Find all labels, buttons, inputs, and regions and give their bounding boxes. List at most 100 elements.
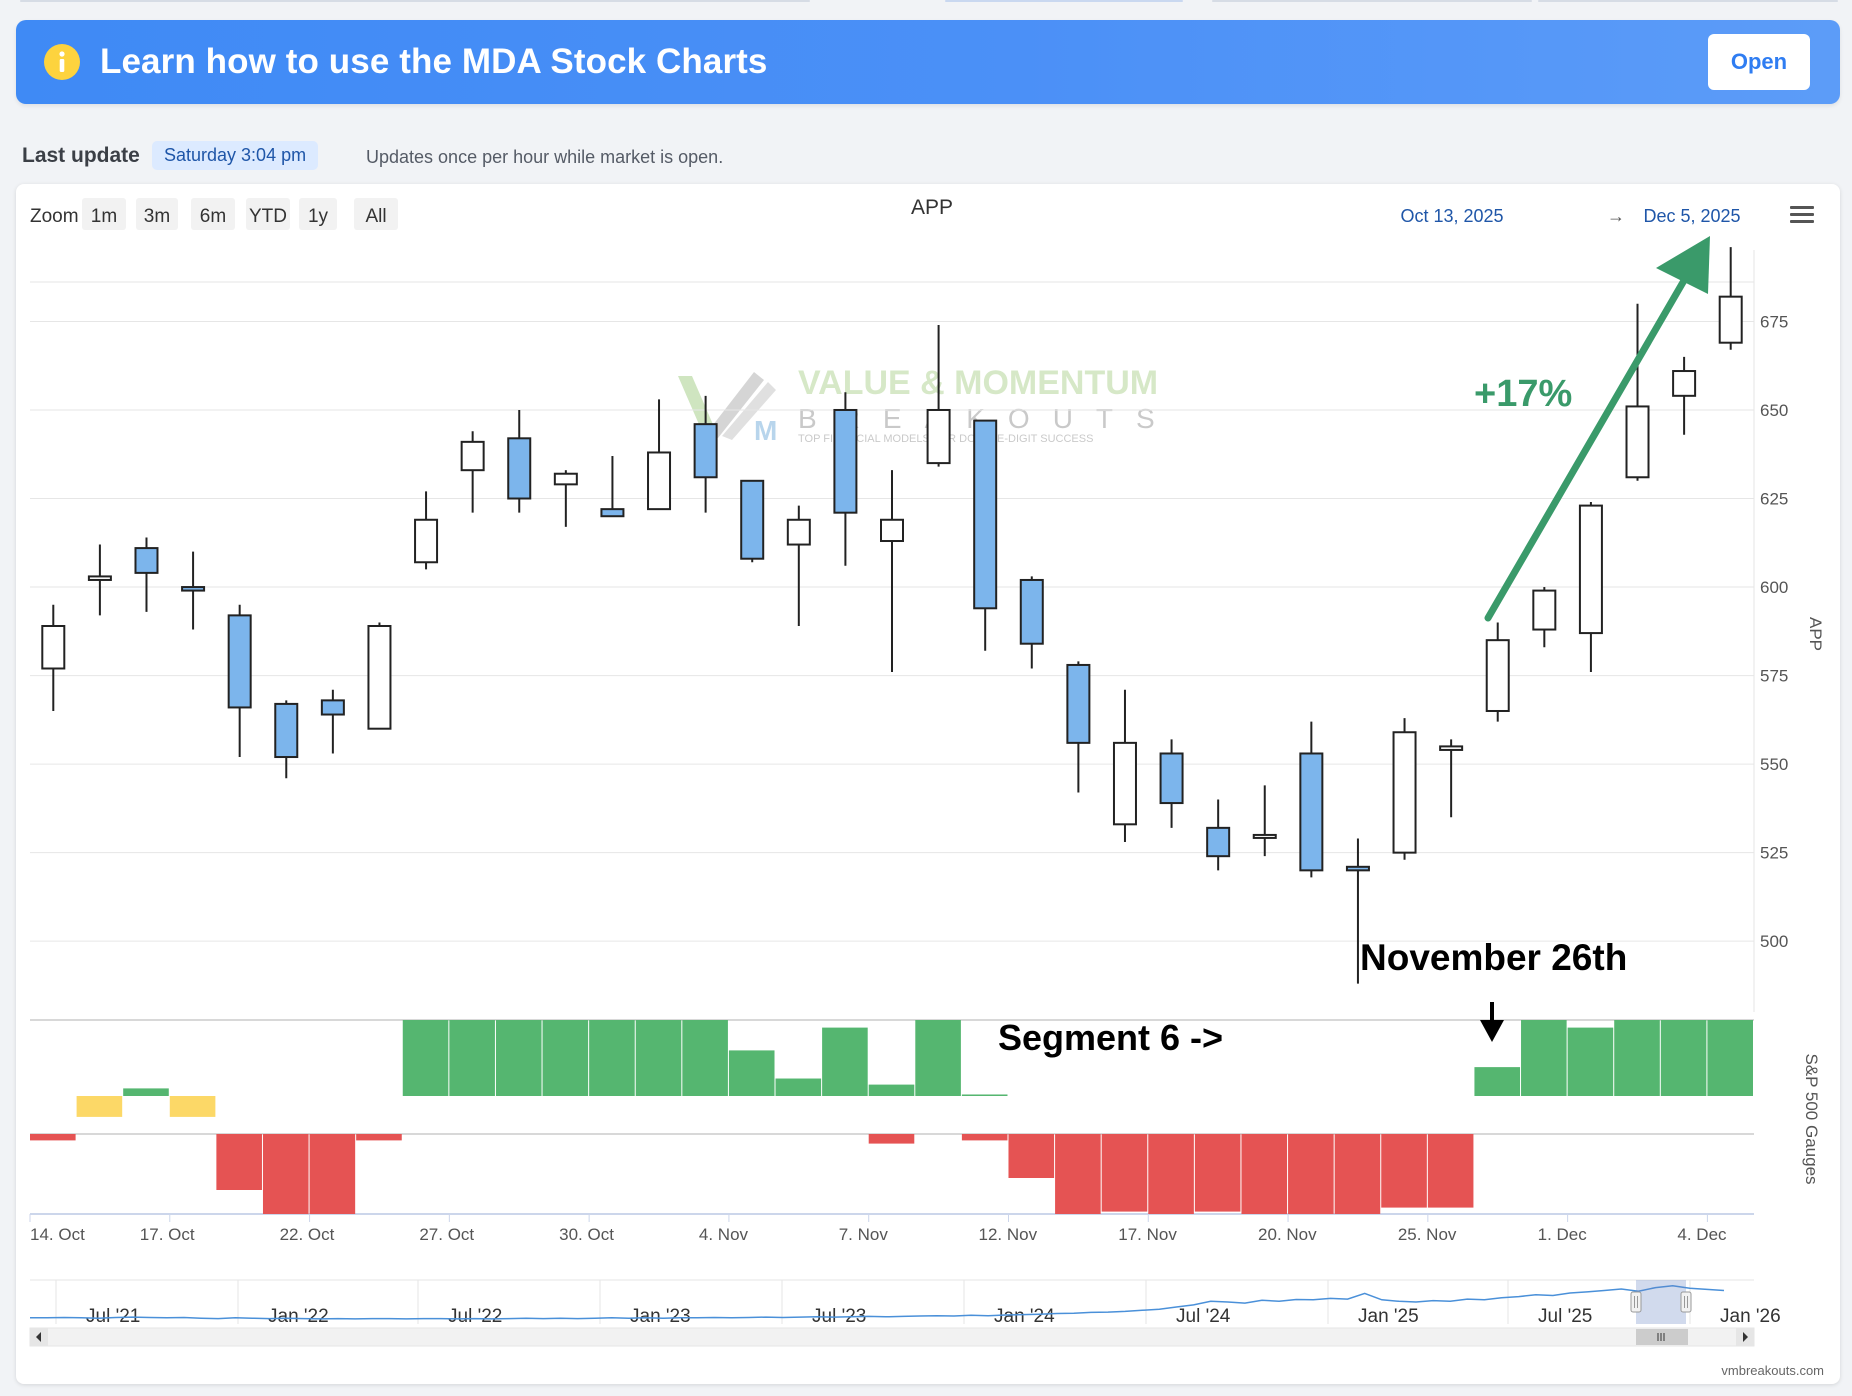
candle-body (1206, 826, 1231, 858)
gauge-bar (262, 1134, 309, 1214)
gauge-bar (1707, 1020, 1753, 1096)
candle (693, 395, 718, 513)
zoom-button-1y[interactable]: 1y (299, 198, 337, 230)
gauge-bar (30, 1134, 76, 1141)
candle (1485, 622, 1510, 722)
candle (926, 324, 951, 467)
navigator-selection[interactable] (1636, 1280, 1686, 1324)
zoom-button-all[interactable]: All (354, 198, 398, 230)
gauge-bar (682, 1020, 728, 1096)
candle-body (1066, 663, 1091, 744)
candle (181, 551, 206, 630)
date-tick-label: 22. Oct (280, 1225, 335, 1244)
top-strip (0, 0, 1852, 4)
candle (786, 505, 811, 626)
price-axis: 500 525 550 575 600 625 650 675 (1760, 312, 1788, 951)
zoom-button-1m[interactable]: 1m (82, 198, 126, 230)
gauge-bar (216, 1134, 262, 1190)
zoom-button-6m[interactable]: 6m (191, 198, 235, 230)
candle-body (600, 508, 625, 518)
date-tick-label: 25. Nov (1398, 1225, 1457, 1244)
price-tick-label: 675 (1760, 312, 1788, 331)
date-tick-label: 4. Dec (1677, 1225, 1727, 1244)
segment-annotation: Segment 6 -> (998, 1017, 1223, 1058)
gauge-bar (1614, 1020, 1660, 1096)
zoom-button-3m[interactable]: 3m (136, 198, 178, 230)
navigator-scrollbar[interactable] (29, 1327, 1755, 1347)
candle-body (507, 437, 532, 500)
candle (740, 479, 765, 563)
gauge-bar (1288, 1134, 1334, 1214)
candle (507, 409, 532, 513)
price-axis-title: APP (1806, 617, 1825, 651)
navigator-tick-label: Jan '24 (994, 1306, 1055, 1327)
candle (1345, 838, 1370, 984)
navigator-tick-label: Jan '25 (1358, 1306, 1419, 1327)
candle (1578, 502, 1603, 673)
stock-chart: Zoom 1m 3m 6m YTD 1y All APP Oct 13, 2025 → D… (16, 184, 1840, 1384)
hamburger-menu-icon[interactable] (1786, 202, 1816, 228)
candle-body (1392, 731, 1417, 854)
gauge-bar (1521, 1020, 1567, 1096)
candle-body (1252, 833, 1277, 839)
range-to[interactable]: Dec 5, 2025 (1643, 206, 1740, 226)
candle (274, 700, 299, 779)
date-tick-label: 30. Oct (559, 1225, 614, 1244)
candle-body (740, 479, 765, 560)
zoom-button-label: All (365, 206, 386, 227)
sp500-gauges-panel (30, 1019, 1754, 1215)
candle-body (41, 625, 66, 670)
candle (1019, 576, 1044, 669)
navigator-right-handle[interactable] (1680, 1291, 1692, 1313)
navigator-tick-label: Jan '22 (268, 1306, 329, 1327)
zoom-button-ytd[interactable]: YTD (246, 198, 290, 230)
gauge-bar (1334, 1134, 1381, 1214)
candle-body (1485, 639, 1510, 712)
banner-title: Learn how to use the MDA Stock Charts (100, 42, 768, 81)
candle-body (786, 518, 811, 546)
zoom-button-label: 1m (91, 206, 117, 227)
zoom-label: Zoom (30, 206, 79, 227)
down-arrow-icon (1480, 1002, 1504, 1042)
date-tick-label: 17. Nov (1118, 1225, 1177, 1244)
price-tick-label: 650 (1760, 401, 1788, 420)
gauge-bar (822, 1027, 868, 1096)
gauge-bar (1148, 1134, 1194, 1214)
navigator[interactable]: Jul '21 Jan '22 Jul '22 Jan '23 Jul '23 Jan '… (29, 1279, 1781, 1347)
candle-body (1345, 865, 1370, 872)
candle (553, 470, 578, 527)
candle (320, 689, 345, 754)
gauge-bar (1381, 1134, 1427, 1208)
candle (1066, 661, 1091, 793)
chevron-right-icon (1743, 1332, 1748, 1342)
gauge-bar (76, 1096, 123, 1117)
candle-body (1439, 745, 1464, 751)
candle (1625, 303, 1650, 481)
info-icon (44, 44, 80, 80)
last-update-badge: Saturday 3:04 pm (152, 141, 319, 170)
navigator-left-handle[interactable] (1630, 1291, 1642, 1313)
gauge-bar (1241, 1134, 1288, 1214)
candle (1392, 718, 1417, 860)
price-tick-label: 625 (1760, 490, 1788, 509)
candle-body (1299, 752, 1324, 872)
zoom-button-label: YTD (249, 206, 287, 227)
range-from[interactable]: Oct 13, 2025 (1400, 206, 1503, 226)
candle-body (693, 423, 718, 479)
navigator-line (30, 1285, 1725, 1320)
candle (1532, 587, 1557, 648)
gauge-bar (402, 1020, 449, 1096)
date-tick-label: 20. Nov (1258, 1225, 1317, 1244)
open-button[interactable]: Open (1708, 34, 1810, 90)
gauge-axis-title: S&P 500 Gauges (1802, 1053, 1821, 1184)
candle (1206, 799, 1231, 871)
navigator-tick-label: Jul '22 (448, 1306, 502, 1327)
candle (1439, 739, 1464, 818)
date-axis: 14. Oct 17. Oct 22. Oct 27. Oct 30. Oct 4. No… (29, 1214, 1727, 1244)
candle-body (1578, 504, 1603, 635)
date-tick-label: 7. Nov (839, 1225, 889, 1244)
candle (880, 470, 904, 673)
candle-body (1159, 752, 1184, 805)
scrollbar-thumb[interactable] (1636, 1329, 1688, 1345)
candle (87, 544, 112, 616)
